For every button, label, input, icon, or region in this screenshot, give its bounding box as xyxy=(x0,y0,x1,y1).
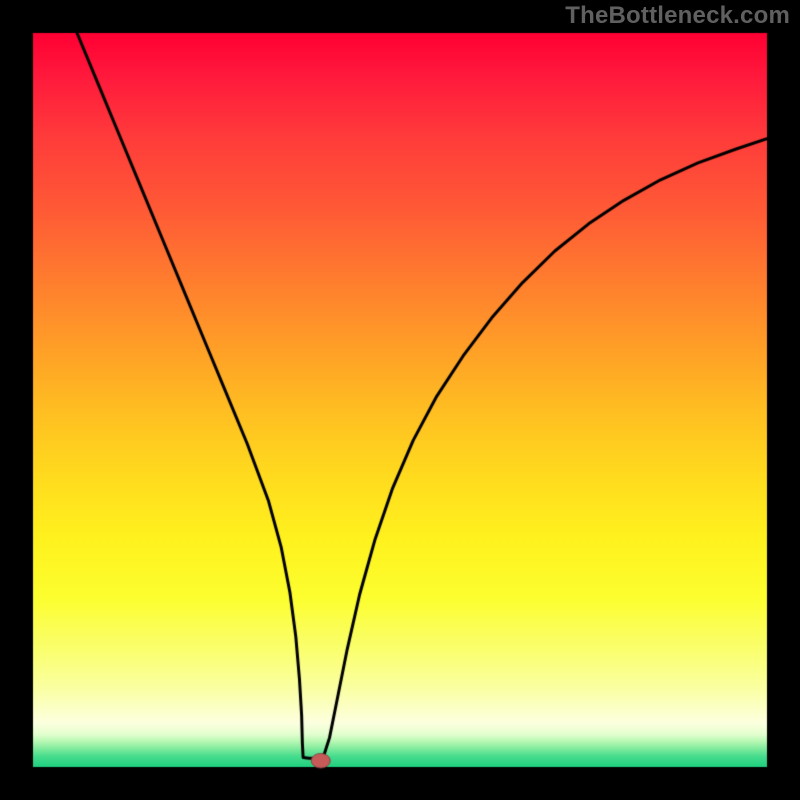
chart-stage: TheBottleneck.com xyxy=(0,0,800,800)
watermark-label: TheBottleneck.com xyxy=(565,2,790,30)
bottleneck-chart-canvas xyxy=(0,0,800,800)
